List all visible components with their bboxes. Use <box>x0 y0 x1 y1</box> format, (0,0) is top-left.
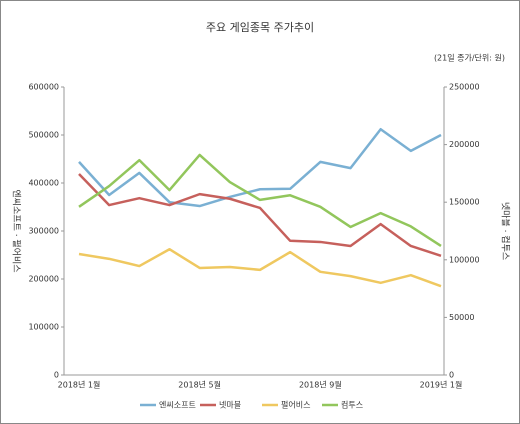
y-axis-label: 엔씨소프트 · 펄어비스 <box>11 189 23 272</box>
y2-tick-label: 150000 <box>449 198 480 207</box>
x-tick-label: 2018년 9월 <box>299 380 342 390</box>
legend-label: 엔씨소프트 <box>159 400 196 410</box>
y-tick-label: 200000 <box>28 275 59 284</box>
x-tick-label: 2018년 5월 <box>178 380 221 390</box>
y2-tick-label: 50000 <box>449 313 474 322</box>
x-tick-label: 2019년 1월 <box>420 380 463 390</box>
y-tick-label: 500000 <box>28 131 59 140</box>
y-tick-label: 300000 <box>28 227 59 236</box>
y2-tick-label: 250000 <box>449 83 480 92</box>
series-line <box>78 153 442 248</box>
chart-subtitle: (21일 종가/단위: 원) <box>434 53 505 63</box>
series-line <box>78 173 442 257</box>
y-tick-label: 100000 <box>28 323 59 332</box>
y2-axis-label: 넷마블 · 컴투스 <box>500 202 512 260</box>
y2-tick-label: 100000 <box>449 255 480 264</box>
legend-label: 넷마블 <box>219 400 241 410</box>
y-tick-label: 0 <box>54 371 59 380</box>
y2-tick-label: 0 <box>449 371 454 380</box>
series-line <box>78 247 442 288</box>
y2-tick-label: 200000 <box>449 140 480 149</box>
chart-title: 주요 게임종목 주가추이 <box>206 21 314 34</box>
legend-label: 펄어비스 <box>281 400 310 410</box>
y-tick-label: 400000 <box>28 179 59 188</box>
x-tick-label: 2018년 1월 <box>58 380 101 390</box>
legend-label: 컴투스 <box>341 401 363 410</box>
y-tick-label: 600000 <box>28 83 59 92</box>
series-line <box>78 127 442 208</box>
